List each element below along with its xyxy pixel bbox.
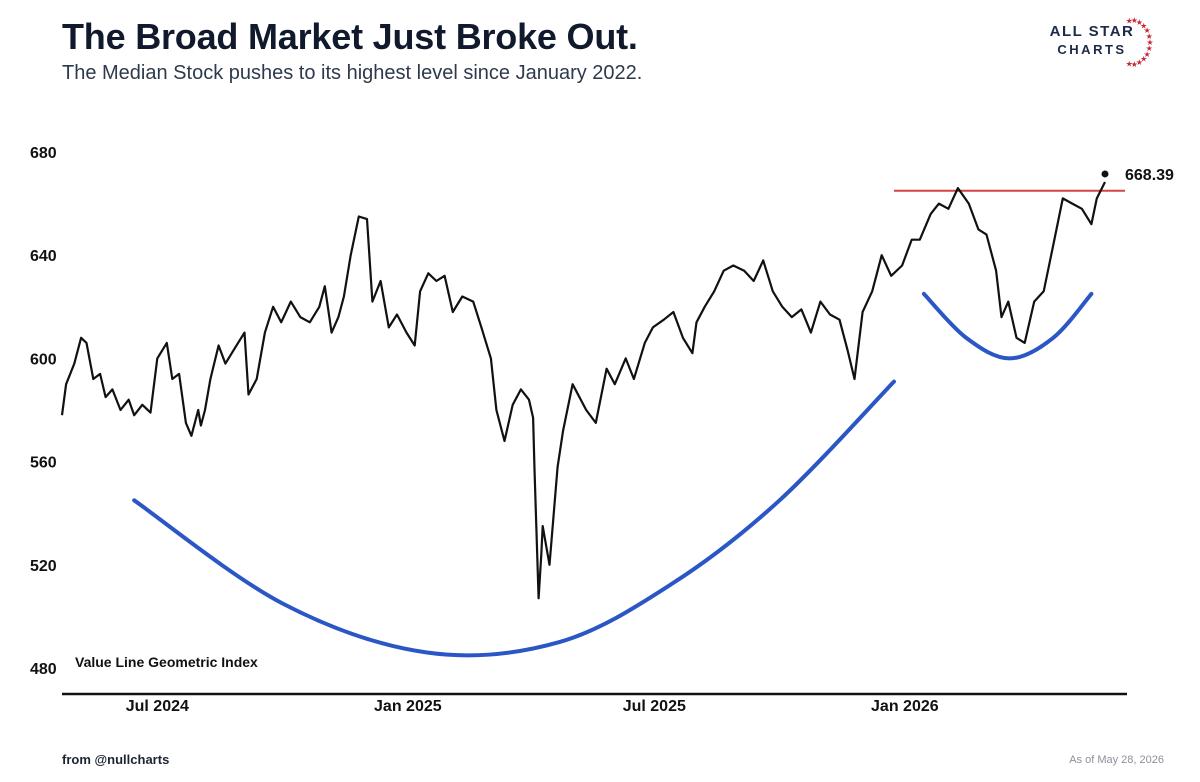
y-tick-label: 680 <box>30 145 57 162</box>
star-icon: ★ <box>1146 44 1153 53</box>
last-value-label: 668.39 <box>1125 167 1174 184</box>
star-icon: ★ <box>1126 16 1133 25</box>
base-arc <box>132 379 896 658</box>
y-tick-label: 560 <box>30 455 57 472</box>
y-tick-label: 480 <box>30 661 57 678</box>
annotations <box>132 189 1125 658</box>
star-icon: ★ <box>1146 32 1153 41</box>
x-axis: Jul 2024 Jan 2025 Jul 2025 Jan 2026 <box>126 698 939 715</box>
series-line-value-line-geometric <box>60 181 1106 600</box>
x-tick-label: Jan 2026 <box>871 698 939 715</box>
x-tick-label: Jul 2024 <box>126 698 189 715</box>
x-tick-label: Jan 2025 <box>374 698 442 715</box>
svg-text:CHARTS: CHARTS <box>1057 42 1126 57</box>
star-icon: ★ <box>1131 60 1138 69</box>
y-tick-label: 600 <box>30 351 57 368</box>
all-star-charts-logo: ALL STAR CHARTS ★★★★★★★★★★★★★ <box>1050 16 1154 69</box>
star-icon: ★ <box>1146 38 1153 47</box>
y-axis: 480 520 560 600 640 680 <box>30 145 57 678</box>
star-icon: ★ <box>1126 60 1133 69</box>
star-icon: ★ <box>1144 26 1151 35</box>
last-value-marker <box>1101 170 1109 178</box>
star-icon: ★ <box>1140 21 1147 30</box>
star-icon: ★ <box>1144 50 1151 59</box>
y-tick-label: 640 <box>30 248 57 265</box>
page-title: The Broad Market Just Broke Out. <box>62 16 638 57</box>
star-icon: ★ <box>1136 18 1143 27</box>
star-icon: ★ <box>1136 58 1143 67</box>
x-tick-label: Jul 2025 <box>623 698 686 715</box>
star-ring-icon: ★★★★★★★★★★★★★ <box>1126 16 1154 69</box>
series-label: Value Line Geometric Index <box>75 654 258 670</box>
y-tick-label: 520 <box>30 558 57 575</box>
page-subtitle: The Median Stock pushes to its highest l… <box>62 62 643 84</box>
star-icon: ★ <box>1131 16 1138 25</box>
svg-text:ALL STAR: ALL STAR <box>1050 23 1135 40</box>
star-icon: ★ <box>1140 55 1147 64</box>
footer-source: from @nullcharts <box>62 752 170 767</box>
footer-as-of: As of May 28, 2026 <box>1069 754 1164 766</box>
base-arc <box>921 291 1094 361</box>
